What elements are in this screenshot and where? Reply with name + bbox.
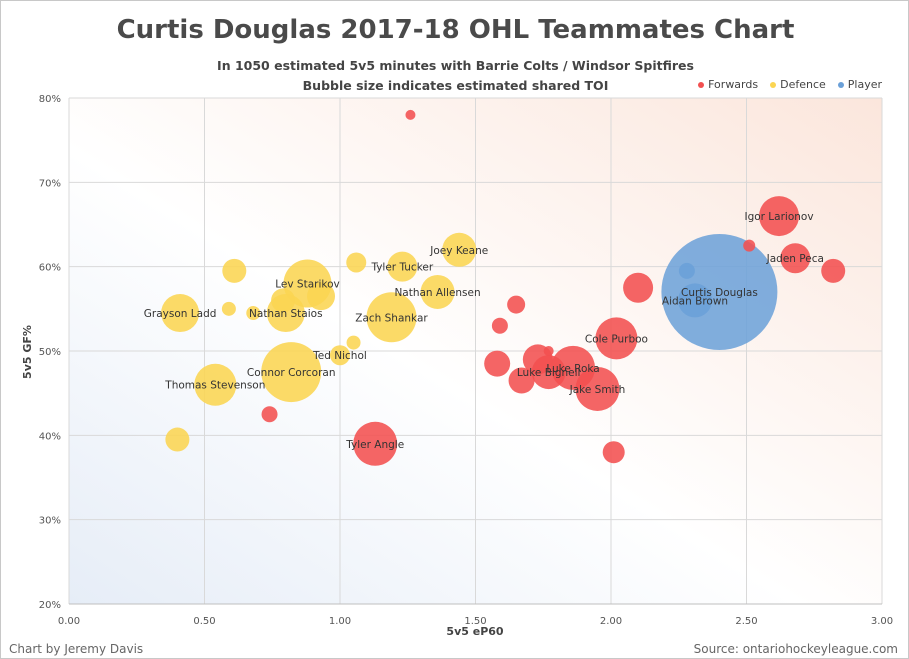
- bubble-forwards-unlabeled: [507, 295, 526, 314]
- x-tick-label: 1.50: [464, 616, 486, 627]
- bubble-label: Curtis Douglas: [681, 287, 758, 299]
- bubble-defence-grayson-ladd: [161, 294, 200, 333]
- legend-label-forwards: Forwards: [708, 78, 759, 91]
- y-tick-label: 60%: [39, 263, 61, 274]
- bubble-forwards-unlabeled: [405, 109, 416, 120]
- bubble-label: Igor Larionov: [744, 211, 813, 223]
- bubble-forwards-unlabeled: [602, 441, 625, 464]
- bubble-forwards-unlabeled: [543, 346, 554, 356]
- x-tick-label: 1.00: [329, 616, 351, 627]
- bubble-label: Grayson Ladd: [144, 308, 217, 320]
- legend-item-defence: Defence: [770, 78, 826, 91]
- bubble-label: Aidan Brown: [662, 295, 728, 307]
- chart-subtitle: In 1050 estimated 5v5 minutes with Barri…: [217, 58, 694, 73]
- bubble-label: Nathan Staios: [249, 308, 323, 320]
- legend-item-forwards: Forwards: [698, 78, 758, 91]
- y-tick-label: 80%: [39, 94, 61, 105]
- bubble-forwards-jake-smith: [575, 366, 620, 411]
- bubble-defence-nathan-staios: [266, 294, 305, 333]
- y-tick-label: 30%: [39, 516, 61, 527]
- bubbles: [161, 109, 846, 466]
- bubble-labels: Igor Larionov Jaden Peca Cole Purboo Luke B…: [144, 211, 824, 451]
- x-tick-label: 0.00: [58, 616, 80, 627]
- legend-label-player: Player: [847, 78, 882, 91]
- bubble-player-aidan-brown: [678, 283, 713, 318]
- bubble-label: Zach Shankar: [355, 312, 428, 324]
- y-tick-label: 70%: [39, 178, 61, 189]
- bubble-label: Jaden Peca: [766, 253, 824, 265]
- chart-title: Curtis Douglas 2017-18 OHL Teammates Cha…: [116, 15, 795, 45]
- bubble-defence-joey-keane: [442, 232, 477, 267]
- legend-swatch-forwards: [698, 81, 705, 88]
- bubble-defence-unlabeled: [221, 301, 236, 316]
- legend-swatch-player: [837, 81, 844, 88]
- legend-label-defence: Defence: [780, 78, 826, 91]
- y-tick-label: 40%: [39, 431, 61, 442]
- bubble-label: Tyler Angle: [345, 439, 404, 451]
- bubble-defence-connor-corcoran: [261, 342, 322, 403]
- legend-item-player: Player: [837, 78, 882, 91]
- bubble-forwards-jaden-peca: [780, 243, 811, 274]
- x-tick-label: 2.00: [600, 616, 622, 627]
- bubble-label: Connor Corcoran: [247, 367, 336, 379]
- bubble-forwards-unlabeled: [623, 272, 654, 303]
- bubble-forwards-tyler-angle: [353, 421, 398, 466]
- footer-credit: Chart by Jeremy Davis: [9, 642, 144, 656]
- chart-subtitle-2: Bubble size indicates estimated shared T…: [302, 78, 609, 93]
- bubble-player-unlabeled: [678, 262, 695, 279]
- bubble-label: Cole Purboo: [585, 333, 648, 345]
- y-tick-label: 50%: [39, 347, 61, 358]
- bubble-label: Jake Smith: [569, 384, 626, 396]
- bubble-label: Luke Roka: [546, 363, 599, 375]
- bubble-defence-unlabeled: [307, 282, 336, 311]
- y-axis-label: 5v5 GF%: [21, 325, 34, 379]
- axes: 0.00 0.50 1.00 1.50 2.00 2.50 3.00 20% 30% 40% 50%…: [39, 94, 893, 627]
- y-tick-label: 20%: [39, 600, 61, 611]
- legend-swatch-defence: [770, 81, 777, 88]
- bubble-label: Tyler Tucker: [370, 262, 433, 274]
- bubble-label: Lev Starikov: [275, 279, 339, 291]
- footer-source: Source: ontariohockeyleague.com: [693, 642, 898, 656]
- bubble-label: Joey Keane: [429, 245, 488, 257]
- bubble-forwards-unlabeled: [821, 258, 846, 283]
- bubble-defence-unlabeled: [165, 427, 190, 452]
- bubble-forwards-unlabeled: [484, 350, 511, 377]
- bubble-defence-ted-nichol: [330, 345, 350, 366]
- bubble-forwards-igor-larionov: [759, 196, 800, 237]
- bubble-defence-thomas-stevenson: [194, 363, 237, 406]
- bubble-defence-unlabeled: [246, 306, 261, 321]
- chart-legend: Forwards Defence Player: [698, 78, 882, 91]
- bubble-forwards-unlabeled: [743, 239, 756, 252]
- bubble-defence-zach-shankar: [366, 292, 417, 343]
- bubble-forwards-unlabeled: [261, 406, 278, 423]
- bubble-defence-unlabeled: [346, 252, 367, 273]
- bubble-label: Thomas Stevenson: [164, 380, 265, 392]
- bubble-label: Nathan Allensen: [394, 287, 480, 299]
- x-tick-label: 2.50: [735, 616, 757, 627]
- bubble-defence-unlabeled: [222, 258, 247, 283]
- bubble-forwards-cole-purboo: [595, 317, 638, 360]
- bubble-defence-tyler-tucker: [387, 251, 418, 282]
- bubble-defence-unlabeled: [346, 335, 361, 350]
- bubble-label: Ted Nichol: [312, 350, 367, 362]
- x-tick-label: 3.00: [871, 616, 893, 627]
- bubble-defence-nathan-allensen: [420, 274, 455, 309]
- bubble-label: Luke Bignell: [517, 367, 581, 379]
- x-tick-label: 0.50: [193, 616, 215, 627]
- bubble-forwards-unlabeled: [491, 317, 508, 334]
- bubble-forwards-unlabeled: [508, 367, 535, 394]
- bubble-player-curtis-douglas: [661, 233, 778, 350]
- x-axis-label: 5v5 eP60: [446, 625, 503, 638]
